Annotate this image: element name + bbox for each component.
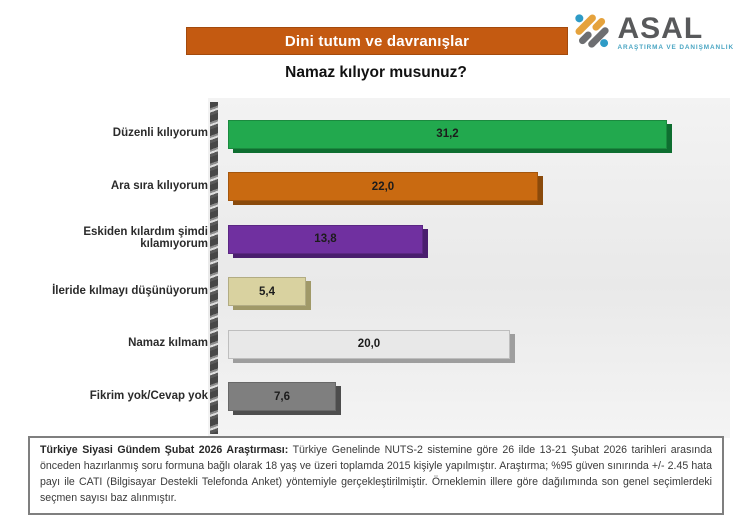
bar-value-label: 13,8: [314, 233, 337, 246]
asal-logo-icon: [569, 8, 613, 57]
category-label: Fikrim yok/Cevap yok: [89, 389, 208, 402]
bar-area: 20,0: [228, 329, 732, 359]
chart-axis-line: [210, 102, 218, 434]
section-banner: Dini tutum ve davranışlar: [186, 27, 568, 55]
chart-row: Fikrim yok/Cevap yok 7,6: [18, 370, 732, 423]
asal-logo-tagline: ARAŞTIRMA VE DANIŞMANLIK: [617, 43, 734, 51]
section-banner-label: Dini tutum ve davranışlar: [284, 32, 470, 50]
chart-row: İleride kılmayı düşünüyorum 5,4: [18, 265, 732, 318]
bar: 5,4: [228, 277, 306, 307]
bar-area: 13,8: [228, 224, 732, 254]
bar-value-label: 31,2: [436, 128, 459, 141]
methodology-note-body: Türkiye Genelinde NUTS-2 sistemine göre …: [40, 444, 712, 504]
chart-row: Ara sıra kılıyorum 22,0: [18, 160, 732, 213]
asal-logo-text: ASAL ARAŞTIRMA VE DANIŞMANLIK: [617, 11, 734, 51]
bar-value-label: 22,0: [371, 180, 395, 193]
bar-area: 22,0: [228, 172, 732, 202]
asal-logo: ASAL ARAŞTIRMA VE DANIŞMANLIK: [569, 8, 734, 57]
bar-value-label: 7,6: [274, 390, 290, 403]
bar: 31,2: [228, 119, 667, 149]
bar: 13,8: [228, 224, 423, 254]
bar-value-label: 5,4: [259, 285, 275, 298]
category-label: Eskiden kılardım şimdi kılamıyorum: [83, 226, 208, 251]
chart-row: Düzenli kılıyorum 31,2: [18, 107, 732, 160]
asal-logo-name: ASAL: [617, 11, 704, 45]
bar-value-label: 20,0: [357, 338, 381, 351]
bar: 7,6: [228, 382, 336, 412]
bar-area: 5,4: [228, 277, 732, 307]
category-label: Düzenli kılıyorum: [112, 127, 208, 140]
bar-area: 31,2: [228, 119, 732, 149]
bar: 20,0: [228, 329, 510, 359]
category-label: Ara sıra kılıyorum: [110, 179, 208, 192]
plot-background: [208, 98, 730, 438]
category-label: İleride kılmayı düşünüyorum: [52, 284, 208, 297]
chart-row: Namaz kılmam 20,0: [18, 317, 732, 370]
methodology-note: Türkiye Siyasi Gündem Şubat 2026 Araştır…: [28, 436, 724, 515]
chart-rows: Düzenli kılıyorum 31,2 Ara sıra kılıyorum 2…: [18, 107, 732, 422]
methodology-note-lead: Türkiye Siyasi Gündem Şubat 2026 Araştır…: [40, 444, 289, 456]
chart-row: Eskiden kılardım şimdi kılamıyorum 13,8: [18, 212, 732, 265]
bar-area: 7,6: [228, 382, 732, 412]
bar: 22,0: [228, 172, 538, 202]
category-label: Namaz kılmam: [128, 337, 208, 350]
chart-title: Namaz kılıyor musunuz?: [285, 64, 467, 81]
bar-chart: Düzenli kılıyorum 31,2 Ara sıra kılıyorum 2…: [18, 107, 732, 422]
